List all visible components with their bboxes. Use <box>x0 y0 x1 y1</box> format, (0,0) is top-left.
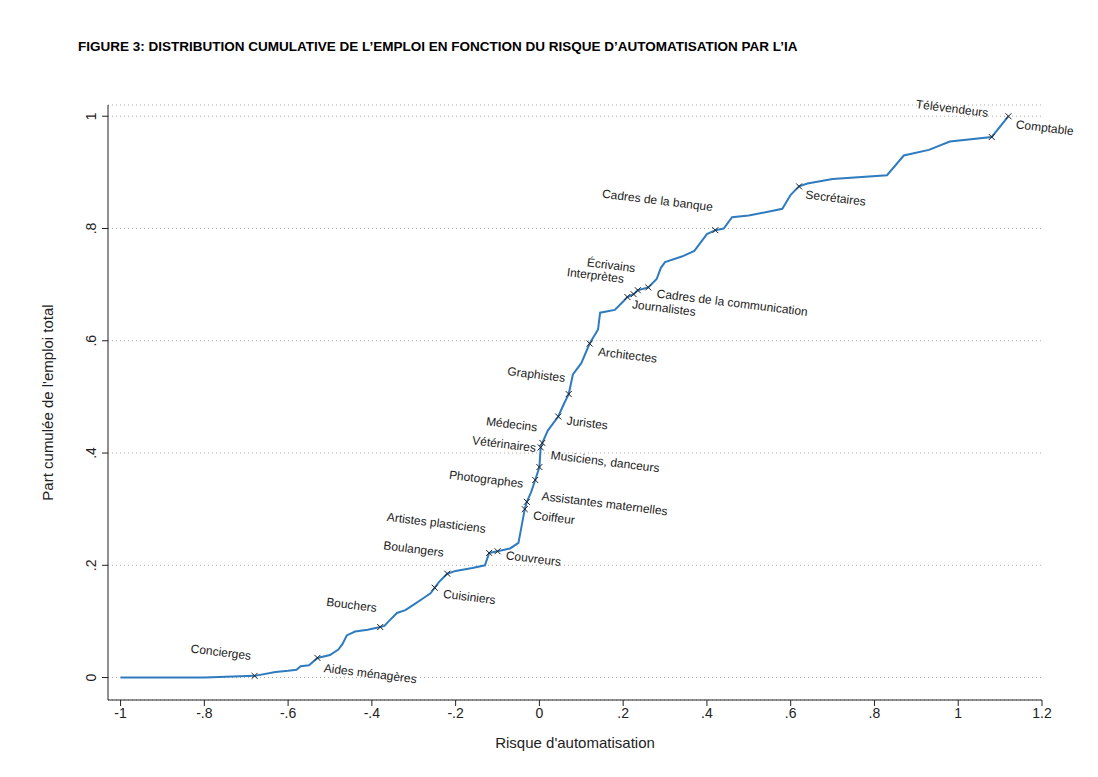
svg-text:Bouchers: Bouchers <box>326 595 378 615</box>
svg-text:Comptable: Comptable <box>1015 117 1075 138</box>
svg-text:.6: .6 <box>83 335 99 347</box>
svg-text:0: 0 <box>536 705 544 721</box>
svg-text:Juristes: Juristes <box>566 414 609 433</box>
svg-text:Coiffeur: Coiffeur <box>532 508 575 527</box>
svg-text:Journalistes: Journalistes <box>631 297 697 319</box>
svg-text:Musiciens, danceurs: Musiciens, danceurs <box>550 448 660 475</box>
svg-text:Boulangers: Boulangers <box>383 538 445 559</box>
svg-text:Risque d'automatisation: Risque d'automatisation <box>495 734 655 751</box>
svg-text:1.2: 1.2 <box>1032 705 1052 721</box>
svg-text:1: 1 <box>83 112 99 120</box>
svg-text:Architectes: Architectes <box>597 345 658 366</box>
svg-text:Cadres de la communication: Cadres de la communication <box>656 287 809 319</box>
svg-text:.6: .6 <box>785 705 797 721</box>
svg-text:-.6: -.6 <box>280 705 297 721</box>
svg-text:Couvreurs: Couvreurs <box>505 548 562 569</box>
svg-text:Interprètes: Interprètes <box>566 265 625 286</box>
svg-text:Écrivains: Écrivains <box>586 254 636 275</box>
svg-text:.2: .2 <box>83 559 99 571</box>
svg-text:Télévendeurs: Télévendeurs <box>915 97 989 120</box>
svg-text:-.4: -.4 <box>364 705 381 721</box>
svg-text:Part cumulée de l'emploi total: Part cumulée de l'emploi total <box>39 304 56 500</box>
svg-text:.4: .4 <box>701 705 713 721</box>
svg-text:-1: -1 <box>114 705 127 721</box>
svg-text:Concierges: Concierges <box>190 642 252 663</box>
svg-text:Assistantes maternelles: Assistantes maternelles <box>541 489 668 518</box>
html-text:FIGURE 3: DISTRIBUTION CUMULAT: FIGURE 3: DISTRIBUTION CUMULATIVE DE L’E… <box>78 39 798 54</box>
svg-text:.8: .8 <box>869 705 881 721</box>
svg-text:Secrétaires: Secrétaires <box>805 187 867 208</box>
svg-text:1: 1 <box>954 705 962 721</box>
svg-text:Cuisiniers: Cuisiniers <box>442 587 496 607</box>
svg-text:Artistes plasticiens: Artistes plasticiens <box>386 510 486 536</box>
svg-text:.4: .4 <box>83 447 99 459</box>
svg-text:Graphistes: Graphistes <box>507 364 566 385</box>
svg-text:-.8: -.8 <box>196 705 213 721</box>
svg-text:Médecins: Médecins <box>485 414 538 434</box>
svg-text:Vétérinaires: Vétérinaires <box>471 433 536 455</box>
svg-text:.2: .2 <box>617 705 629 721</box>
svg-text:0: 0 <box>83 673 99 681</box>
svg-text:Cadres de la banque: Cadres de la banque <box>601 187 714 215</box>
svg-text:Photographes: Photographes <box>448 468 524 491</box>
svg-text:Aides ménagères: Aides ménagères <box>323 661 417 686</box>
svg-text:.8: .8 <box>83 222 99 234</box>
svg-text:-.2: -.2 <box>447 705 464 721</box>
